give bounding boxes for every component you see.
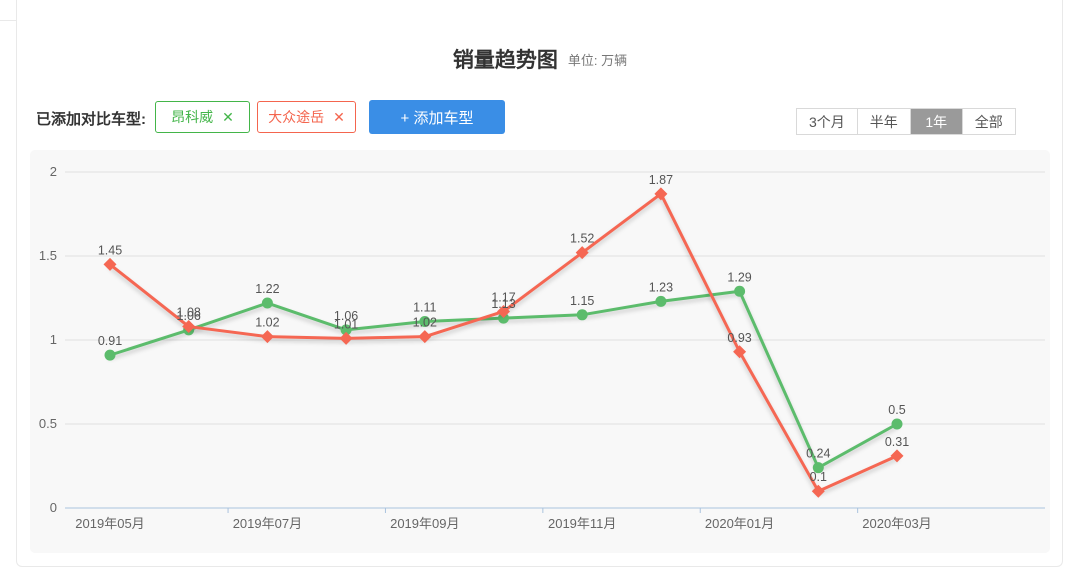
svg-text:2019年07月: 2019年07月 [233, 516, 302, 531]
svg-text:1.5: 1.5 [39, 248, 57, 263]
svg-text:1.22: 1.22 [255, 282, 279, 296]
model-tag-label: 昂科威 [171, 109, 214, 125]
page-title: 销量趋势图 [452, 49, 558, 72]
svg-text:1.87: 1.87 [649, 173, 673, 187]
model-tag-angkewei[interactable]: 昂科威 ✕ [155, 101, 250, 133]
toolbar: 已添加对比车型: 昂科威 ✕ 大众途岳 ✕ + 添加车型 3个月 半年 1年 全… [0, 100, 1080, 136]
svg-text:0.24: 0.24 [806, 447, 830, 461]
chart-header: 销量趋势图 单位: 万辆 [0, 44, 1080, 74]
svg-text:2020年03月: 2020年03月 [862, 516, 931, 531]
svg-text:0.5: 0.5 [888, 403, 905, 417]
svg-text:1.17: 1.17 [491, 290, 515, 304]
svg-text:1.29: 1.29 [727, 270, 751, 284]
close-icon[interactable]: ✕ [222, 108, 234, 125]
range-button-all[interactable]: 全部 [961, 109, 1015, 134]
svg-text:1: 1 [50, 332, 57, 347]
svg-text:1.45: 1.45 [98, 243, 122, 257]
unit-label: 单位: 万辆 [567, 52, 628, 68]
svg-text:2020年01月: 2020年01月 [705, 516, 774, 531]
svg-text:1.13: 1.13 [491, 297, 515, 311]
svg-text:1.01: 1.01 [334, 317, 358, 331]
svg-text:1.06: 1.06 [177, 309, 201, 323]
svg-text:1.08: 1.08 [177, 306, 201, 320]
close-icon[interactable]: ✕ [333, 108, 345, 125]
svg-text:1.02: 1.02 [255, 316, 279, 330]
compare-models-label: 已添加对比车型: [36, 111, 146, 128]
svg-text:1.11: 1.11 [413, 301, 436, 315]
svg-text:2019年05月: 2019年05月 [75, 516, 144, 531]
svg-text:1.02: 1.02 [413, 316, 437, 330]
range-button-3months[interactable]: 3个月 [809, 113, 845, 130]
svg-text:2019年11月: 2019年11月 [548, 516, 616, 531]
model-tag-label: 大众途岳 [268, 109, 325, 125]
svg-text:1.15: 1.15 [570, 294, 594, 308]
model-tag-dazhongtuyue[interactable]: 大众途岳 ✕ [257, 101, 356, 133]
svg-text:0.31: 0.31 [885, 435, 909, 449]
svg-text:0.93: 0.93 [727, 331, 751, 345]
svg-text:0.5: 0.5 [39, 416, 57, 431]
svg-text:2019年09月: 2019年09月 [390, 516, 459, 531]
svg-text:0: 0 [50, 500, 57, 515]
svg-text:1.06: 1.06 [334, 309, 358, 323]
time-range-selector: 3个月 半年 1年 全部 [796, 108, 1016, 135]
svg-text:2: 2 [50, 164, 57, 179]
svg-text:0.1: 0.1 [810, 470, 827, 484]
svg-text:1.52: 1.52 [570, 232, 594, 246]
svg-text:1.23: 1.23 [649, 280, 673, 294]
svg-text:0.91: 0.91 [98, 334, 122, 348]
range-button-halfyear[interactable]: 半年 [856, 109, 910, 134]
trend-chart[interactable]: 0 0.5 1 1.5 2 2019年05月 2019年07月 2019年09月 2019年11… [30, 150, 1050, 553]
range-button-1year[interactable]: 1年 [909, 109, 962, 134]
add-model-button[interactable]: + 添加车型 [369, 100, 505, 134]
